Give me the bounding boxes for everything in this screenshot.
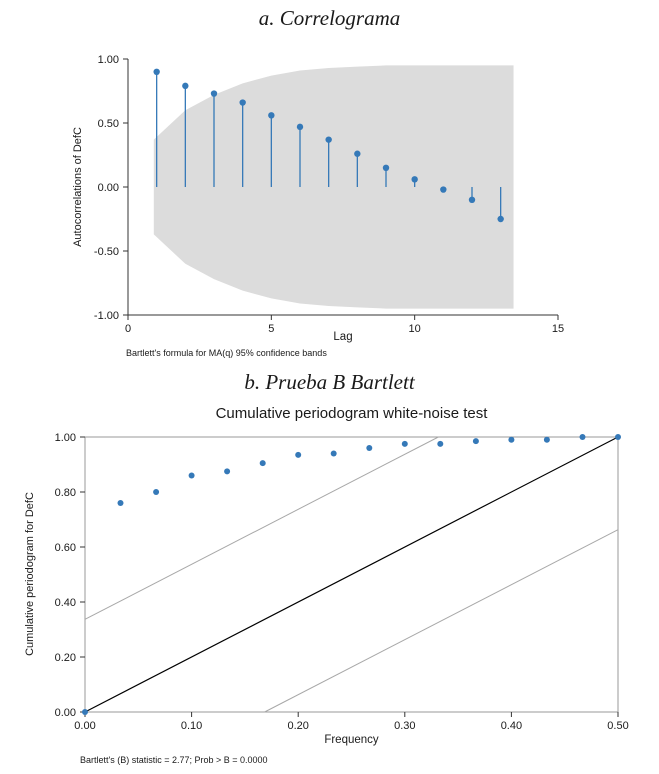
svg-text:0.80: 0.80 (55, 487, 76, 499)
svg-text:0: 0 (125, 323, 131, 335)
svg-text:0.10: 0.10 (181, 720, 202, 732)
section-periodogram: b. Prueba B Bartlett Cumulative periodog… (0, 363, 659, 774)
svg-text:0.40: 0.40 (55, 597, 76, 609)
svg-text:-0.50: -0.50 (94, 246, 119, 258)
svg-text:0.50: 0.50 (607, 720, 628, 732)
correlogram-x-axis-label: Lag (333, 331, 353, 343)
correlogram-caption: Bartlett's formula for MA(q) 95% confide… (126, 348, 327, 358)
svg-text:0.60: 0.60 (55, 542, 76, 554)
svg-text:0.30: 0.30 (394, 720, 415, 732)
svg-text:10: 10 (409, 323, 421, 335)
periodogram-x-axis-label: Frequency (324, 734, 379, 746)
periodogram-chart-title: Cumulative periodogram white-noise test (215, 405, 488, 422)
periodogram-caption: Bartlett's (B) statistic = 2.77; Prob > … (80, 755, 268, 765)
svg-text:0.00: 0.00 (55, 707, 76, 719)
svg-text:1.00: 1.00 (98, 54, 119, 66)
svg-text:15: 15 (552, 323, 564, 335)
svg-text:0.00: 0.00 (74, 720, 95, 732)
svg-text:1.00: 1.00 (55, 433, 76, 444)
svg-text:0.50: 0.50 (98, 118, 119, 130)
svg-text:0.20: 0.20 (287, 720, 308, 732)
svg-text:5: 5 (268, 323, 274, 335)
section-a-heading: a. Correlograma (258, 6, 401, 30)
svg-text:0.40: 0.40 (501, 720, 522, 732)
svg-text:0.00: 0.00 (98, 182, 119, 194)
periodogram-plot: 0.00 0.20 0.40 0.60 0.80 1.00 0.00 0.10 0.20 0.30… (55, 433, 629, 732)
section-correlogram: a. Correlograma Autocorrelations of DefC… (0, 0, 659, 363)
section-b-heading: b. Prueba B Bartlett (244, 370, 415, 394)
svg-text:-1.00: -1.00 (94, 310, 119, 322)
svg-text:0.20: 0.20 (55, 652, 76, 664)
correlogram-plot: -1.00 -0.50 0.00 0.50 1.00 0 5 10 15 (94, 54, 564, 335)
